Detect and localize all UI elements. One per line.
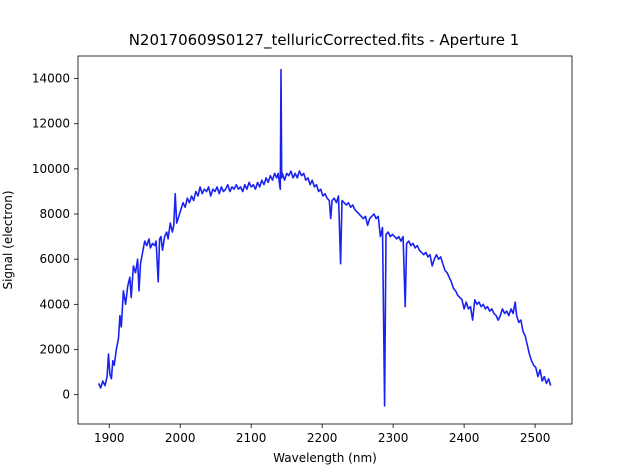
y-tick-label: 12000 — [32, 117, 70, 131]
y-tick-label: 2000 — [39, 342, 70, 356]
x-tick-label: 2100 — [236, 431, 267, 445]
x-axis-label: Wavelength (nm) — [273, 451, 377, 465]
x-tick-label: 1900 — [94, 431, 125, 445]
x-tick-label: 2300 — [378, 431, 409, 445]
spectrum-line — [97, 68, 552, 407]
plot-frame — [77, 55, 573, 425]
y-axis-label: Signal (electron) — [1, 190, 15, 289]
y-axis: 0 2000 4000 6000 8000 10000 12000 14000 — [32, 72, 78, 402]
x-axis: 1900 2000 2100 2200 2300 2400 2500 — [94, 424, 550, 445]
plot-area: 1900 2000 2100 2200 2300 2400 2500 0 2000 4000 60… — [32, 55, 573, 445]
x-tick-label: 2000 — [165, 431, 196, 445]
y-tick-label: 14000 — [32, 72, 70, 86]
x-tick-label: 2200 — [307, 431, 338, 445]
chart-title: N20170609S0127_telluricCorrected.fits - … — [129, 31, 520, 50]
x-tick-label: 2400 — [449, 431, 480, 445]
x-tick-label: 2500 — [520, 431, 551, 445]
y-tick-label: 0 — [62, 388, 70, 402]
y-tick-label: 4000 — [39, 297, 70, 311]
y-tick-label: 10000 — [32, 162, 70, 176]
y-tick-label: 8000 — [39, 207, 70, 221]
y-tick-label: 6000 — [39, 252, 70, 266]
